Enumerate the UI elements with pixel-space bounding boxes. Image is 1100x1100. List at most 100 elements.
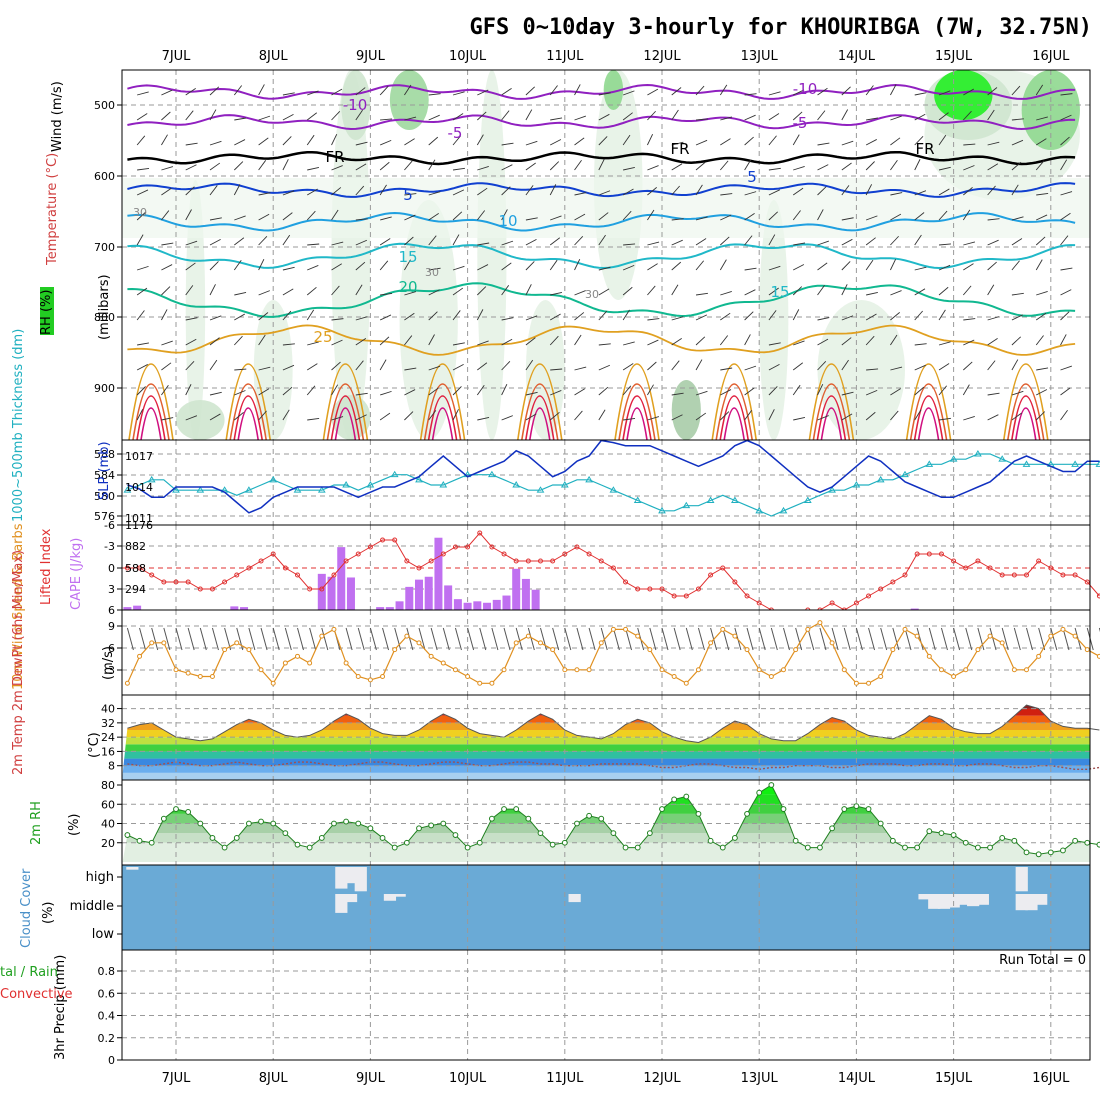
wind10-barb	[746, 627, 754, 651]
cloud-cover-panel: high middle low	[70, 864, 1091, 951]
wind-barb	[622, 188, 634, 196]
wind-barb	[525, 162, 536, 171]
wind-barb	[501, 384, 508, 396]
day-label-bottom: 8JUL	[259, 1071, 289, 1086]
wind10-point	[1036, 653, 1042, 659]
wind-barb	[768, 363, 780, 371]
thickness-point	[779, 506, 788, 514]
cloud-segment	[1035, 894, 1048, 905]
wind-barb	[792, 286, 803, 296]
wind-barb	[501, 142, 514, 146]
wind-barb	[233, 259, 242, 271]
cloud-segment	[344, 867, 358, 884]
wind-barb	[355, 141, 368, 146]
wind-barb	[890, 334, 898, 346]
wind10-barb	[989, 627, 997, 651]
wind10-point	[610, 626, 616, 632]
wind-barb	[477, 286, 487, 296]
cloud-segment	[947, 894, 960, 908]
isotherm-minus5	[127, 114, 1076, 131]
lifted-tick-label: 0	[108, 562, 115, 575]
wind10-point	[574, 667, 580, 673]
wind-barb	[306, 112, 318, 121]
wind-barb	[598, 136, 608, 146]
wind-barb	[136, 310, 145, 321]
lifted-index-point	[878, 586, 884, 592]
wind-barb	[793, 416, 806, 421]
wind-barb	[768, 167, 781, 171]
wind-barb	[574, 235, 584, 246]
thickness-point	[147, 475, 156, 483]
chart-title: GFS 0~10day 3-hourly for KHOURIBGA (7W, …	[469, 15, 1092, 40]
temp-tick-label: 16	[101, 745, 115, 758]
wind-barb	[914, 364, 926, 371]
wind-barb	[963, 416, 975, 421]
rh-point	[792, 837, 799, 844]
rh-point	[416, 825, 422, 832]
wind-barb	[331, 318, 344, 321]
wind-barb	[185, 186, 195, 196]
lifted-index-point	[683, 593, 689, 599]
wind-barb	[792, 210, 801, 221]
lifted-index-point	[1096, 593, 1100, 599]
wind-barb	[234, 412, 244, 421]
convective-isotherm	[905, 363, 952, 441]
rh-point	[549, 841, 556, 848]
day-label-top: 13JUL	[741, 49, 779, 64]
wind-barb	[817, 338, 829, 346]
wind-barb	[428, 136, 439, 146]
precip-panel: 0 0.2 0.4 0.6 0.8	[98, 949, 1091, 1067]
wind-barb	[841, 315, 854, 321]
lifted-index-point	[708, 572, 714, 578]
day-label-top: 9JUL	[356, 49, 386, 64]
wind-barb	[719, 84, 728, 96]
wind-barb	[914, 343, 927, 346]
wind10-barb	[418, 627, 426, 651]
wind10-point	[635, 633, 641, 639]
wind-barb	[379, 85, 389, 96]
wind-barb	[185, 338, 197, 346]
cape-bar	[463, 602, 472, 610]
wind-barb	[477, 340, 489, 346]
wind-barb	[1060, 136, 1070, 146]
wind10-barb	[904, 627, 912, 651]
wind-barb	[695, 336, 706, 346]
wind-barb	[623, 341, 635, 346]
lifted-index-point	[671, 593, 677, 599]
precip-ylabel: 3hr Precip (mm)	[53, 955, 68, 1060]
wind-barb	[550, 390, 562, 396]
wind-barb	[428, 212, 439, 221]
wind10-point	[282, 660, 288, 666]
wind-barb	[258, 312, 269, 321]
wind10-barb	[770, 627, 778, 651]
lifted-index-point	[623, 579, 629, 585]
wind-barb	[501, 209, 508, 221]
thickness-point	[682, 501, 691, 509]
wind-barb	[306, 286, 317, 296]
wind10-point	[440, 660, 446, 666]
wind-barb	[404, 389, 416, 396]
wind-barb	[501, 240, 514, 246]
cloud-segment	[918, 894, 931, 900]
wind-barb	[695, 216, 708, 221]
cape-bar	[444, 585, 453, 610]
wind10-barb	[722, 627, 730, 651]
isotherm-10	[127, 211, 1076, 232]
lifted-index-point	[355, 551, 361, 557]
wind10-point	[975, 647, 981, 653]
lifted-index-point	[574, 544, 580, 550]
wind-barb	[379, 359, 387, 371]
wind-barb	[647, 263, 658, 271]
wind-barb	[792, 187, 804, 196]
lifted-index-point	[465, 544, 471, 550]
cape-tick-label: 588	[125, 562, 146, 575]
lifted-tick-label: -6	[104, 519, 115, 532]
upper-ylabel-mb: (millibars)	[97, 274, 112, 340]
wind-barb	[234, 368, 247, 371]
rh-point	[756, 789, 763, 796]
wind-barb	[355, 87, 366, 96]
wind10-barb	[673, 627, 681, 651]
wind10-point	[732, 633, 738, 639]
cloud-segment	[928, 894, 941, 909]
cape-tick-label: 1176	[125, 519, 153, 532]
